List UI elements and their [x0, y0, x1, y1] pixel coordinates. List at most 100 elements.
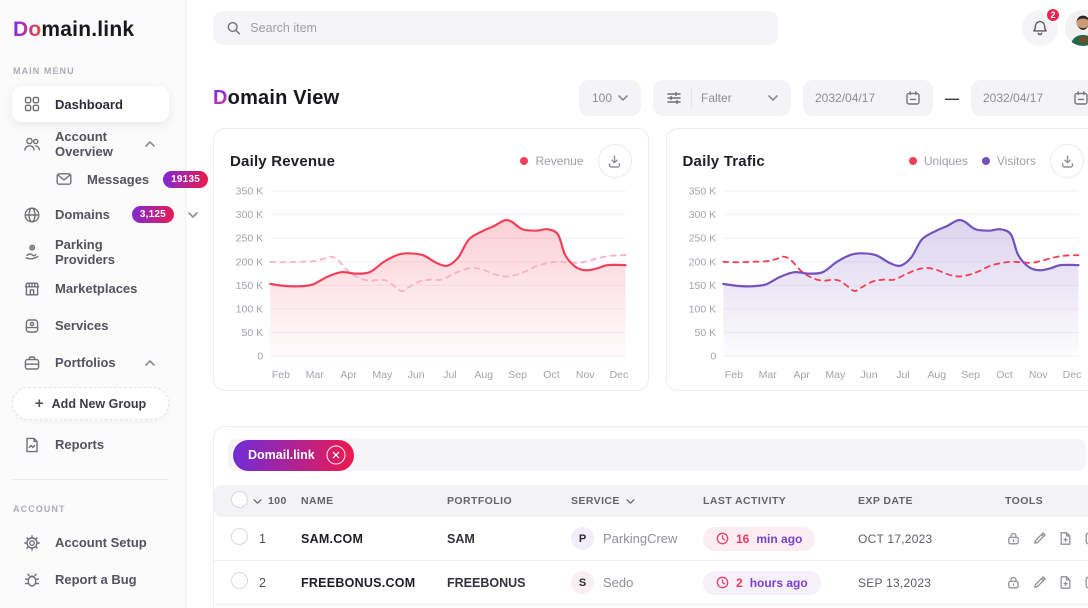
date-to-value: 2032/04/17	[983, 91, 1044, 105]
briefcase-icon	[24, 355, 40, 370]
daily-revenue-card: Daily Revenue Revenue 350 K 300 K 250 K 200…	[213, 128, 649, 392]
row-count-select[interactable]: 100	[253, 495, 301, 507]
page-size-select[interactable]: 100	[579, 80, 641, 116]
envelope-icon	[56, 173, 72, 185]
search-icon	[227, 21, 241, 35]
sliders-icon	[667, 91, 681, 105]
sidebar-item-dashboard[interactable]: Dashboard	[12, 86, 169, 122]
download-chart-button[interactable]	[597, 144, 632, 178]
table-row[interactable]: 1 SAM.COM SAM P ParkingCrew 16 min ago OC…	[214, 517, 1088, 562]
filter-chip[interactable]: Domail.link	[233, 439, 354, 471]
sidebar-item-reports[interactable]: Reports	[12, 426, 169, 463]
globe-icon	[24, 206, 40, 223]
domains-table-card: Domail.link 100 NAME PORTFOLIO SERVICE L…	[213, 426, 1088, 608]
sidebar-item-account-setup[interactable]: Account Setup	[12, 524, 169, 561]
sidebar-item-label: Marketplaces	[55, 281, 138, 296]
add-file-tool-button[interactable]	[1057, 530, 1074, 547]
sidebar-item-label: Domains	[55, 207, 110, 222]
select-all-checkbox[interactable]	[231, 491, 248, 509]
app-logo[interactable]: Domain.link	[0, 14, 185, 42]
svg-text:May: May	[825, 369, 846, 381]
edit-tool-button[interactable]	[1031, 530, 1048, 547]
lock-icon	[1008, 577, 1019, 589]
svg-text:Feb: Feb	[272, 369, 290, 381]
sidebar-item-label: Portfolios	[55, 355, 116, 370]
search-bar[interactable]	[213, 11, 778, 45]
filter-select[interactable]: Falter	[653, 80, 791, 116]
svg-text:Dec: Dec	[1062, 369, 1081, 381]
account-section-label: ACCOUNT	[13, 504, 66, 514]
active-filters-bar: Domail.link	[228, 439, 1086, 472]
file-plus-icon	[1060, 576, 1071, 590]
sidebar-item-label: Services	[55, 318, 109, 333]
svg-text:May: May	[372, 369, 393, 381]
add-note-tool-button[interactable]	[1083, 574, 1088, 591]
svg-text:Mar: Mar	[306, 369, 325, 381]
svg-text:Aug: Aug	[474, 369, 493, 381]
date-from-value: 2032/04/17	[815, 91, 876, 105]
filter-value: Falter	[701, 91, 732, 105]
legend-uniques: Uniques	[908, 154, 968, 168]
column-header-name: NAME	[301, 495, 334, 508]
lock-icon	[1008, 533, 1019, 545]
svg-text:Oct: Oct	[543, 369, 559, 381]
lock-tool-button[interactable]	[1005, 530, 1022, 547]
svg-text:Apr: Apr	[340, 369, 357, 381]
svg-text:100 K: 100 K	[688, 303, 716, 315]
lock-tool-button[interactable]	[1005, 574, 1022, 591]
sidebar-item-portfolios[interactable]: Portfolios	[12, 344, 169, 381]
row-index: 1	[259, 531, 266, 546]
legend-visitors: Visitors	[981, 154, 1036, 168]
notifications-button[interactable]: 2	[1022, 7, 1061, 46]
row-checkbox[interactable]	[231, 571, 248, 589]
svg-text:200 K: 200 K	[688, 256, 716, 268]
svg-text:200 K: 200 K	[236, 256, 264, 268]
portfolio-name: FREEBONUS	[447, 575, 526, 590]
charts-row: Daily Revenue Revenue 350 K 300 K 250 K 200…	[213, 128, 1088, 392]
table-header: 100 NAME PORTFOLIO SERVICE LAST ACTIVITY…	[214, 485, 1088, 518]
sidebar-item-services[interactable]: Services	[12, 307, 169, 344]
file-plus-icon	[1060, 532, 1071, 546]
date-from-field[interactable]: 2032/04/17	[803, 80, 933, 116]
edit-tool-button[interactable]	[1031, 574, 1048, 591]
sidebar-item-label: Reports	[55, 437, 105, 452]
avatar-image	[1065, 10, 1088, 46]
add-note-tool-button[interactable]	[1083, 530, 1088, 547]
sidebar-item-label: Dashboard	[55, 96, 123, 112]
service-name: Sedo	[603, 575, 634, 591]
page-header: Domain View 100 Falter 2032/04/17 —	[213, 80, 1088, 116]
sidebar-item-domains[interactable]: Domains 3,125	[12, 196, 198, 233]
notification-badge: 2	[1045, 7, 1061, 23]
add-file-tool-button[interactable]	[1057, 574, 1074, 591]
table-row[interactable]: 2 FREEBONUS.COM FREEBONUS S Sedo 2 hours …	[214, 561, 1088, 606]
sidebar-item-marketplaces[interactable]: Marketplaces	[12, 270, 169, 307]
close-icon[interactable]	[325, 444, 347, 466]
sidebar-item-label: Report a Bug	[55, 572, 137, 587]
bug-icon	[24, 573, 40, 587]
daily-trafic-card: Daily Trafic Uniques Visitors 350 K 300 K…	[665, 128, 1088, 392]
portfolio-name: SAM	[447, 531, 475, 546]
row-checkbox[interactable]	[231, 527, 248, 545]
add-new-group-label: Add New Group	[51, 396, 147, 411]
sidebar-item-messages[interactable]: Messages 19135	[12, 162, 208, 196]
date-to-field[interactable]: 2032/04/17	[971, 80, 1088, 116]
column-header-service[interactable]: SERVICE	[571, 495, 703, 507]
page-size-value: 100	[592, 91, 613, 105]
sidebar-item-report-a-bug[interactable]: Report a Bug	[12, 561, 169, 598]
svg-text:250 K: 250 K	[236, 233, 264, 245]
svg-text:350 K: 350 K	[236, 186, 264, 198]
gear-icon	[24, 534, 40, 551]
storefront-icon	[24, 282, 40, 296]
user-avatar[interactable]	[1065, 10, 1088, 46]
sidebar-item-account-overview[interactable]: Account Overview	[12, 125, 169, 162]
clock-icon	[716, 576, 729, 589]
download-chart-button[interactable]	[1050, 144, 1084, 178]
chart-title: Daily Revenue	[230, 152, 336, 170]
sidebar-item-parking-providers[interactable]: Parking Providers	[12, 233, 169, 270]
messages-count-badge: 19135	[163, 170, 208, 188]
svg-text:0: 0	[257, 351, 263, 363]
search-input[interactable]	[250, 21, 765, 35]
add-new-group-button[interactable]: + Add New Group	[12, 387, 169, 420]
chevron-down-icon	[626, 498, 635, 504]
service-name: ParkingCrew	[603, 531, 678, 547]
